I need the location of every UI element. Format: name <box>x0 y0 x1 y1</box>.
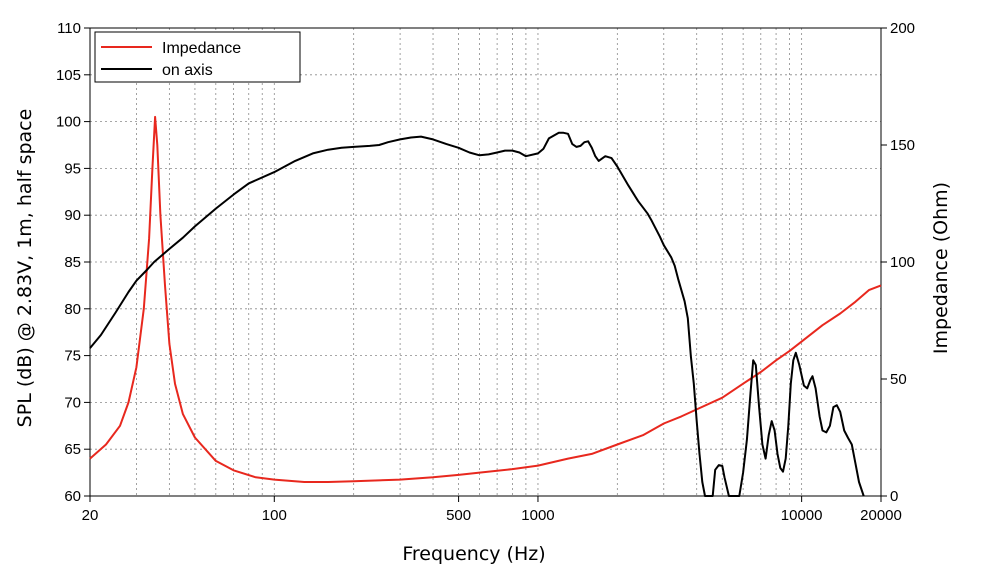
axis-ticks: 60 65 70 75 80 85 90 95 100 105 110 0 50 100 150 200 20 1… <box>56 20 915 524</box>
legend-label-impedance: Impedance <box>162 40 241 57</box>
series-line-on-axis <box>89 131 865 497</box>
x-tick-label: 1000 <box>521 507 554 524</box>
x-axis-title: Frequency (Hz) <box>402 543 545 565</box>
y-tick-label-left: 65 <box>64 441 81 458</box>
y-tick-label-left: 75 <box>64 348 81 365</box>
x-tick-label: 500 <box>446 507 471 524</box>
series-lines <box>89 115 882 497</box>
y-tick-label-left: 110 <box>57 20 81 37</box>
grid <box>90 28 881 496</box>
y-axis-title-left: SPL (dB) @ 2.83V, 1m, half space <box>14 109 36 428</box>
y-tick-label-right: 150 <box>890 137 915 154</box>
x-tick-label: 10000 <box>781 507 823 524</box>
series-line-impedance <box>89 115 882 483</box>
y-tick-label-right: 100 <box>890 254 915 271</box>
y-tick-label-left: 90 <box>64 207 81 224</box>
x-tick-label: 100 <box>262 507 287 524</box>
y-tick-label-left: 95 <box>64 160 81 177</box>
y-tick-label-left: 100 <box>56 114 81 131</box>
y-axis-title-right: Impedance (Ohm) <box>930 182 952 354</box>
y-tick-label-left: 85 <box>64 254 81 271</box>
y-tick-label-left: 70 <box>64 394 81 411</box>
x-tick-label: 20000 <box>860 507 902 524</box>
y-tick-label-left: 80 <box>64 301 81 318</box>
y-tick-label-left: 105 <box>56 67 81 84</box>
legend: Impedance on axis <box>94 31 301 83</box>
y-tick-label-right: 200 <box>890 20 915 37</box>
x-tick-label: 20 <box>82 507 99 524</box>
y-tick-label-right: 0 <box>890 488 898 505</box>
y-tick-label-left: 60 <box>64 488 81 505</box>
legend-label-on-axis: on axis <box>162 62 213 79</box>
legend-box <box>94 31 301 83</box>
y-tick-label-right: 50 <box>890 371 907 388</box>
